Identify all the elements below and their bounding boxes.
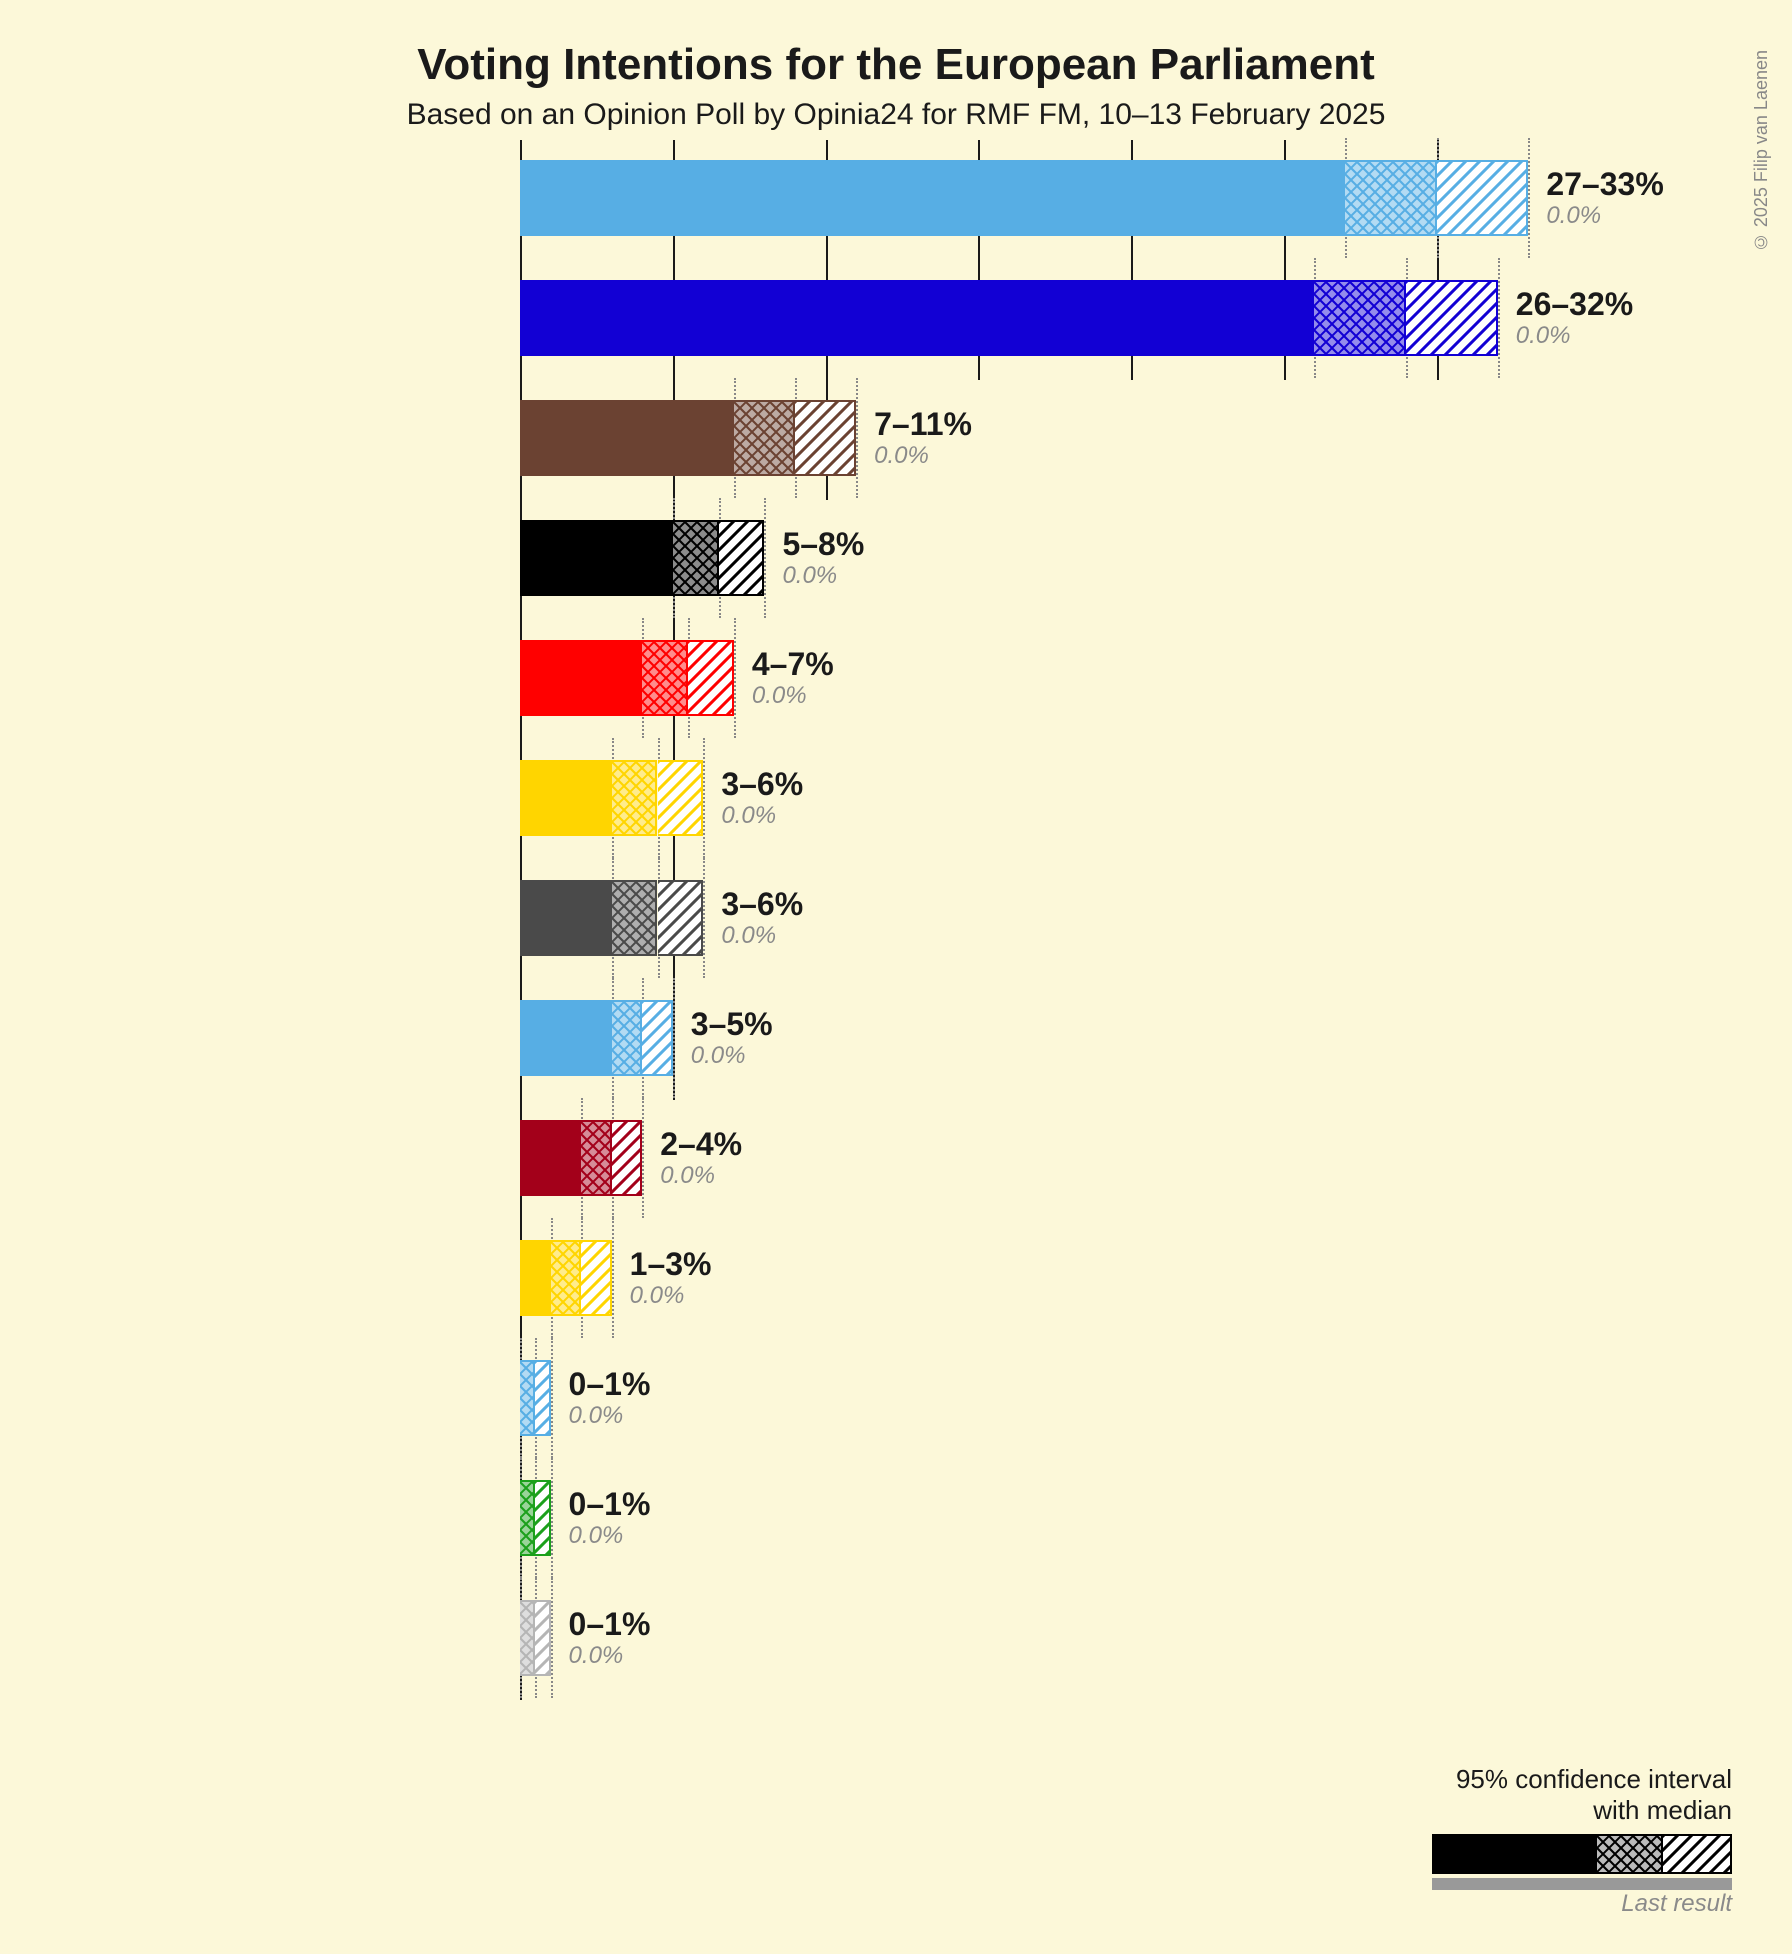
- value-range: 3–6%: [721, 766, 803, 803]
- legend-crosshatch-segment: [1597, 1834, 1663, 1874]
- bar-solid-segment: [520, 400, 734, 476]
- ci-guide-line: [764, 498, 766, 618]
- value-last-result: 0.0%: [782, 562, 837, 590]
- bar-crosshatch-segment: [1314, 280, 1406, 356]
- legend-line1: 95% confidence interval: [1456, 1764, 1732, 1794]
- value-range: 1–3%: [630, 1246, 712, 1283]
- value-range: 3–5%: [691, 1006, 773, 1043]
- value-range: 0–1%: [569, 1486, 651, 1523]
- value-range: 7–11%: [874, 406, 972, 443]
- value-last-result: 0.0%: [721, 922, 776, 950]
- value-range: 2–4%: [660, 1126, 742, 1163]
- value-range: 5–8%: [782, 526, 864, 563]
- bar-diagonal-segment: [1406, 280, 1498, 356]
- bar-solid-segment: [520, 880, 612, 956]
- legend-last-bar: [1432, 1878, 1732, 1890]
- ci-guide-line: [551, 1458, 553, 1578]
- value-last-result: 0.0%: [660, 1162, 715, 1190]
- value-last-result: 0.0%: [569, 1642, 624, 1670]
- value-range: 27–33%: [1546, 166, 1663, 203]
- legend-bar: Last result: [1432, 1834, 1732, 1874]
- value-last-result: 0.0%: [1516, 322, 1571, 350]
- bar-crosshatch-segment: [612, 880, 658, 956]
- legend-diagonal-segment: [1663, 1834, 1732, 1874]
- chart-container: Voting Intentions for the European Parli…: [0, 0, 1792, 1954]
- bar-crosshatch-segment: [551, 1240, 582, 1316]
- bar-crosshatch-segment: [673, 520, 719, 596]
- bar-solid-segment: [520, 1000, 612, 1076]
- bar-diagonal-segment: [581, 1240, 612, 1316]
- bar-crosshatch-segment: [520, 1360, 535, 1436]
- bar-crosshatch-segment: [520, 1600, 535, 1676]
- bar-diagonal-segment: [795, 400, 856, 476]
- bar-crosshatch-segment: [734, 400, 795, 476]
- bar-crosshatch-segment: [642, 640, 688, 716]
- value-last-result: 0.0%: [721, 802, 776, 830]
- value-last-result: 0.0%: [874, 442, 929, 470]
- bar-crosshatch-segment: [612, 760, 658, 836]
- ci-guide-line: [734, 618, 736, 738]
- bar-diagonal-segment: [1437, 160, 1529, 236]
- legend-solid-segment: [1432, 1834, 1597, 1874]
- value-last-result: 0.0%: [569, 1402, 624, 1430]
- bar-solid-segment: [520, 280, 1314, 356]
- ci-guide-line: [1528, 138, 1530, 258]
- value-range: 0–1%: [569, 1366, 651, 1403]
- value-range: 26–32%: [1516, 286, 1633, 323]
- ci-guide-line: [1498, 258, 1500, 378]
- bar-solid-segment: [520, 1240, 551, 1316]
- value-last-result: 0.0%: [1546, 202, 1601, 230]
- bar-diagonal-segment: [612, 1120, 643, 1196]
- bar-diagonal-segment: [535, 1480, 550, 1556]
- legend-last-label: Last result: [1621, 1890, 1732, 1918]
- value-last-result: 0.0%: [752, 682, 807, 710]
- chart-plot-area: Platforma Obywatelska (EPP)27–33%0.0%Zje…: [520, 160, 1620, 1720]
- value-last-result: 0.0%: [569, 1522, 624, 1550]
- ci-guide-line: [551, 1578, 553, 1698]
- value-last-result: 0.0%: [691, 1042, 746, 1070]
- chart-subtitle: Based on an Opinion Poll by Opinia24 for…: [60, 98, 1732, 132]
- bar-solid-segment: [520, 640, 642, 716]
- bar-diagonal-segment: [658, 880, 704, 956]
- value-last-result: 0.0%: [630, 1282, 685, 1310]
- bar-diagonal-segment: [658, 760, 704, 836]
- ci-guide-line: [703, 858, 705, 978]
- bar-solid-segment: [520, 160, 1345, 236]
- ci-guide-line: [703, 738, 705, 858]
- value-range: 0–1%: [569, 1606, 651, 1643]
- ci-guide-line: [673, 978, 675, 1098]
- chart-title: Voting Intentions for the European Parli…: [60, 40, 1732, 90]
- bar-crosshatch-segment: [581, 1120, 612, 1196]
- ci-guide-line: [642, 1098, 644, 1218]
- bar-diagonal-segment: [535, 1360, 550, 1436]
- value-range: 4–7%: [752, 646, 834, 683]
- bar-solid-segment: [520, 1120, 581, 1196]
- bar-diagonal-segment: [688, 640, 734, 716]
- legend-line2: with median: [1593, 1795, 1732, 1825]
- bar-diagonal-segment: [719, 520, 765, 596]
- bar-diagonal-segment: [535, 1600, 550, 1676]
- bar-diagonal-segment: [642, 1000, 673, 1076]
- ci-guide-line: [612, 1218, 614, 1338]
- legend: 95% confidence interval with median Last…: [1432, 1764, 1732, 1874]
- bar-crosshatch-segment: [1345, 160, 1437, 236]
- bar-solid-segment: [520, 760, 612, 836]
- copyright-text: © 2025 Filip van Laenen: [1751, 50, 1772, 252]
- bar-crosshatch-segment: [612, 1000, 643, 1076]
- value-range: 3–6%: [721, 886, 803, 923]
- bar-crosshatch-segment: [520, 1480, 535, 1556]
- legend-text: 95% confidence interval with median: [1432, 1764, 1732, 1826]
- bar-solid-segment: [520, 520, 673, 596]
- ci-guide-line: [856, 378, 858, 498]
- ci-guide-line: [551, 1338, 553, 1458]
